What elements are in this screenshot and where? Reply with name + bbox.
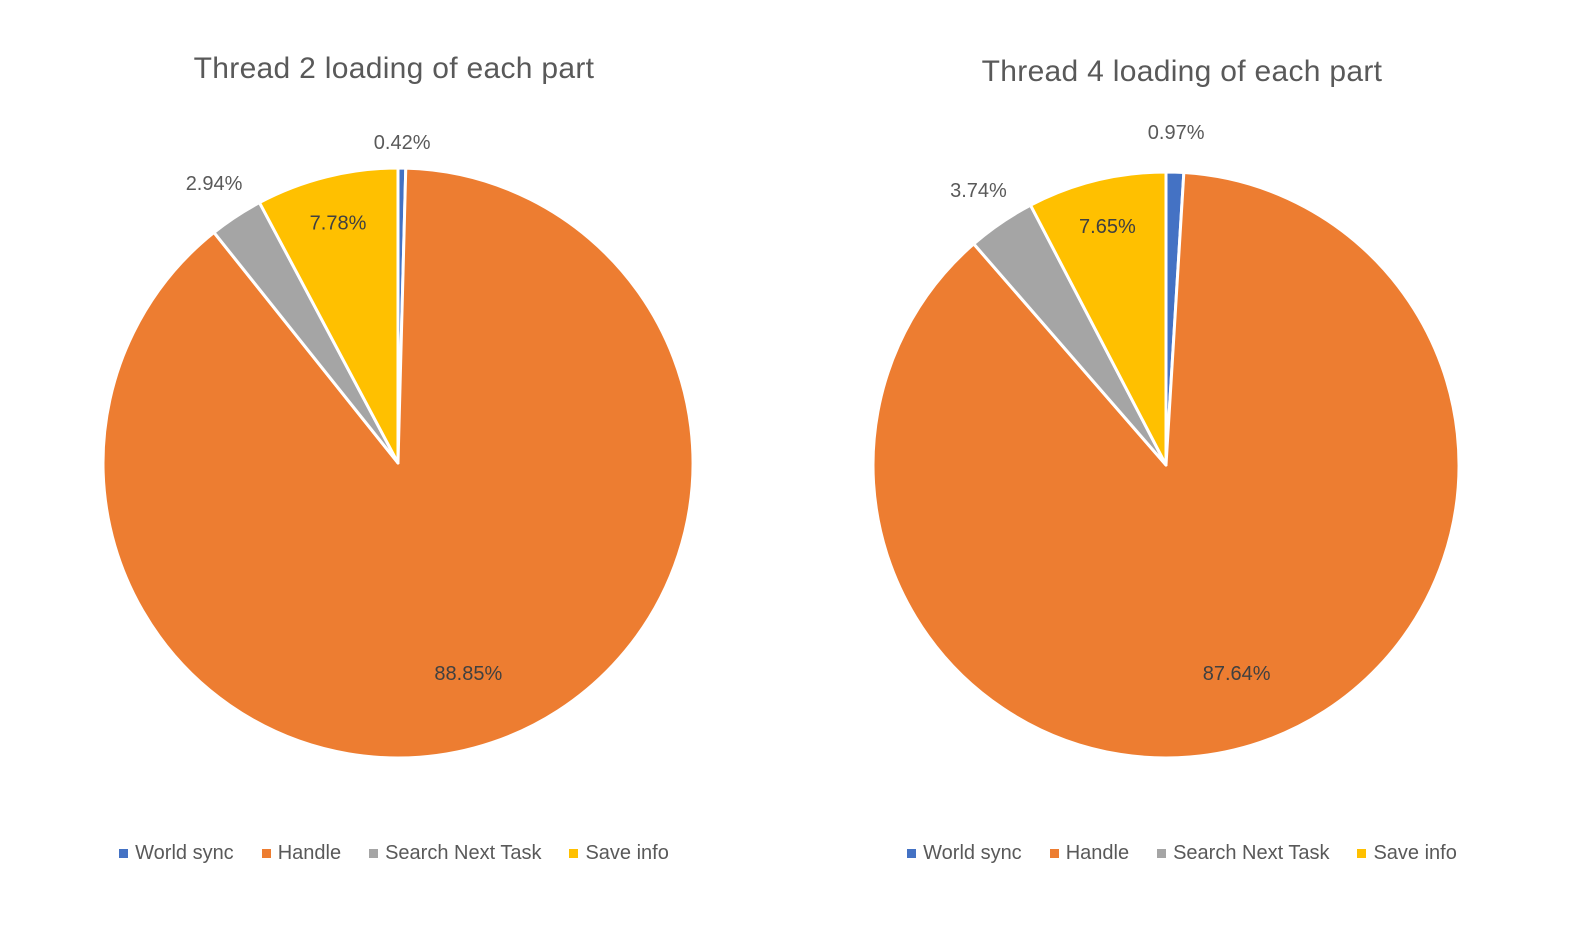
legend-item-world-sync: World sync xyxy=(119,842,234,865)
legend-item-save-info: Save info xyxy=(569,842,669,865)
chart-panel-thread-4: Thread 4 loading of each part 0.97% 87.64… xyxy=(788,0,1576,925)
legend-label: Save info xyxy=(585,842,669,864)
legend: World sync Handle Search Next Task Save … xyxy=(788,842,1576,865)
legend-item-search-next-task: Search Next Task xyxy=(369,842,541,865)
data-label-save-info: 7.65% xyxy=(1079,216,1136,238)
legend-swatch xyxy=(1049,849,1059,858)
pie-slice-save-info xyxy=(257,166,400,465)
legend-label: Handle xyxy=(277,842,342,864)
legend-label: Save info xyxy=(1373,842,1457,864)
legend-label: Search Next Task xyxy=(385,842,542,864)
legend-item-world-sync: World sync xyxy=(907,842,1022,865)
legend-swatch xyxy=(1157,849,1167,858)
legend-swatch xyxy=(369,849,379,858)
pie-chart: 0.42% 88.85% 2.94% 7.78% xyxy=(101,132,695,760)
legend-swatch xyxy=(907,849,917,858)
legend-swatch xyxy=(1357,849,1367,858)
pie-chart: 0.97% 87.64% 3.74% 7.65% xyxy=(871,122,1461,760)
legend-item-search-next-task: Search Next Task xyxy=(1157,842,1329,865)
legend-swatch xyxy=(261,849,271,858)
data-label-save-info: 7.78% xyxy=(310,213,367,235)
legend-label: Search Next Task xyxy=(1173,842,1330,864)
legend: World sync Handle Search Next Task Save … xyxy=(0,842,788,865)
data-label-search-next-task: 3.74% xyxy=(950,180,1007,202)
data-label-world-sync: 0.97% xyxy=(1148,122,1205,144)
chart-title: Thread 2 loading of each part xyxy=(193,52,595,85)
legend-item-handle: Handle xyxy=(1049,842,1130,865)
legend-label: Handle xyxy=(1065,842,1130,864)
legend-swatch xyxy=(569,849,579,858)
legend-label: World sync xyxy=(135,842,234,864)
legend-swatch xyxy=(119,849,129,858)
legend-item-handle: Handle xyxy=(261,842,342,865)
data-label-world-sync: 0.42% xyxy=(374,132,431,154)
data-label-handle: 87.64% xyxy=(1203,663,1271,685)
data-label-search-next-task: 2.94% xyxy=(186,173,243,195)
pie-slice-save-info xyxy=(1029,170,1168,467)
data-label-handle: 88.85% xyxy=(434,663,502,685)
chart-title: Thread 4 loading of each part xyxy=(981,55,1383,88)
chart-panel-thread-2: Thread 2 loading of each part 0.42% 88.85… xyxy=(0,52,788,865)
legend-label: World sync xyxy=(923,842,1022,864)
legend-item-save-info: Save info xyxy=(1357,842,1457,865)
